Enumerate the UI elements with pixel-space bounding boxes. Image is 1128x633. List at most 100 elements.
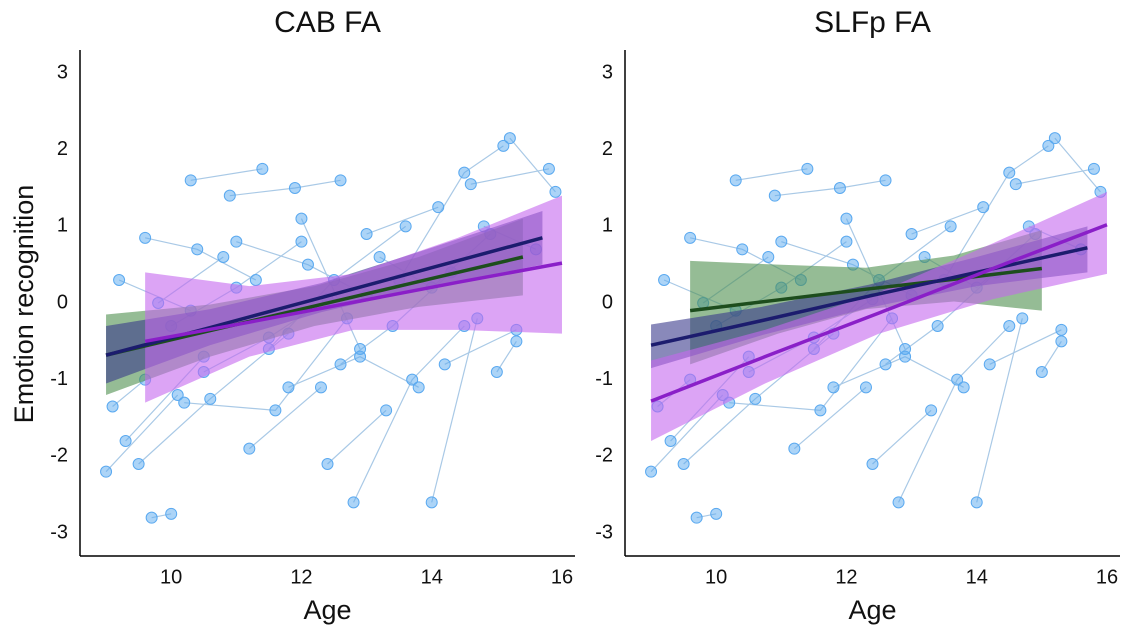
data-point: [840, 235, 853, 248]
x-tick-label: 16: [551, 566, 573, 588]
data-point: [184, 174, 197, 187]
data-point: [230, 235, 243, 248]
y-tick-label: 3: [602, 61, 613, 83]
data-point: [775, 235, 788, 248]
x-tick-label: 14: [421, 566, 443, 588]
subject-trajectory: [1054, 137, 1101, 193]
subject-trajectory: [793, 386, 867, 450]
data-point: [645, 465, 658, 478]
data-point: [736, 243, 749, 256]
data-point: [295, 235, 308, 248]
data-point: [223, 189, 236, 202]
y-tick-label: -2: [595, 445, 613, 467]
data-point: [373, 251, 386, 263]
data-point: [399, 220, 412, 233]
fit-line: [689, 266, 1043, 313]
subject-trajectory: [431, 318, 478, 503]
data-point: [321, 458, 334, 470]
y-tick-label: 1: [57, 215, 68, 237]
data-point: [406, 373, 419, 386]
data-point: [931, 320, 944, 332]
y-tick-label: -1: [50, 368, 68, 390]
y-axis-label: Emotion recognition: [9, 185, 39, 424]
data-point: [171, 389, 184, 401]
x-axis-label: Age: [303, 595, 351, 625]
data-point: [425, 496, 438, 509]
x-tick-label: 12: [835, 566, 857, 588]
subject-trajectory: [444, 329, 517, 365]
y-tick-label: -3: [595, 521, 613, 543]
data-point: [983, 358, 996, 371]
data-point: [970, 496, 983, 509]
data-point: [690, 511, 703, 524]
data-point: [256, 162, 269, 175]
subject-trajectory: [976, 318, 1023, 503]
data-point: [295, 212, 308, 225]
data-point: [347, 496, 360, 509]
fit-line: [650, 223, 1108, 403]
x-tick-label: 16: [1096, 566, 1118, 588]
data-point: [314, 381, 327, 394]
data-point: [840, 212, 853, 225]
data-point: [282, 381, 295, 394]
data-point: [106, 400, 119, 413]
data-point: [432, 201, 445, 214]
subject-trajectory: [190, 168, 263, 181]
subject-trajectory: [509, 137, 556, 193]
subject-trajectory: [1015, 168, 1095, 185]
data-point: [1055, 323, 1068, 336]
subject-trajectory: [833, 356, 964, 388]
data-point: [458, 166, 471, 179]
y-tick-label: -3: [50, 521, 68, 543]
data-point: [677, 458, 690, 470]
x-tick-label: 10: [160, 566, 182, 588]
data-point: [497, 139, 510, 152]
data-point: [243, 442, 256, 455]
data-point: [542, 162, 555, 175]
y-tick-label: -1: [595, 368, 613, 390]
data-point: [119, 435, 132, 447]
data-point: [1055, 335, 1068, 348]
subject-trajectory: [288, 356, 419, 388]
data-point: [977, 201, 990, 214]
subject-trajectory: [1041, 341, 1062, 373]
subject-trajectory: [496, 341, 517, 373]
data-point: [684, 231, 697, 244]
panel-title: CAB FA: [274, 6, 381, 39]
y-tick-label: 1: [602, 215, 613, 237]
subject-trajectory: [353, 325, 465, 503]
data-point: [957, 381, 970, 394]
data-point: [145, 511, 158, 524]
y-tick-label: 2: [57, 138, 68, 160]
data-point: [288, 182, 301, 194]
fit-line: [144, 261, 563, 344]
subject-trajectory: [470, 168, 550, 185]
data-point: [925, 404, 938, 417]
subject-trajectory: [774, 179, 886, 197]
data-point: [249, 274, 262, 286]
confidence-band: [651, 191, 1107, 441]
data-point: [788, 442, 801, 455]
data-point: [301, 258, 314, 271]
data-point: [165, 507, 178, 520]
data-point: [905, 228, 918, 240]
subject-trajectory: [735, 168, 808, 181]
data-point: [879, 358, 892, 371]
data-point: [814, 404, 827, 417]
data-point: [1003, 166, 1016, 179]
data-point: [1009, 178, 1022, 191]
data-point: [412, 381, 425, 394]
x-axis-label: Age: [848, 595, 896, 625]
data-point: [827, 381, 840, 394]
data-point: [892, 496, 905, 509]
data-point: [269, 404, 282, 417]
data-point: [354, 350, 367, 363]
data-point: [833, 182, 846, 194]
data-point: [334, 174, 347, 187]
data-point: [664, 435, 677, 447]
data-point: [710, 507, 723, 520]
data-point: [859, 381, 872, 394]
data-point: [1035, 366, 1048, 378]
